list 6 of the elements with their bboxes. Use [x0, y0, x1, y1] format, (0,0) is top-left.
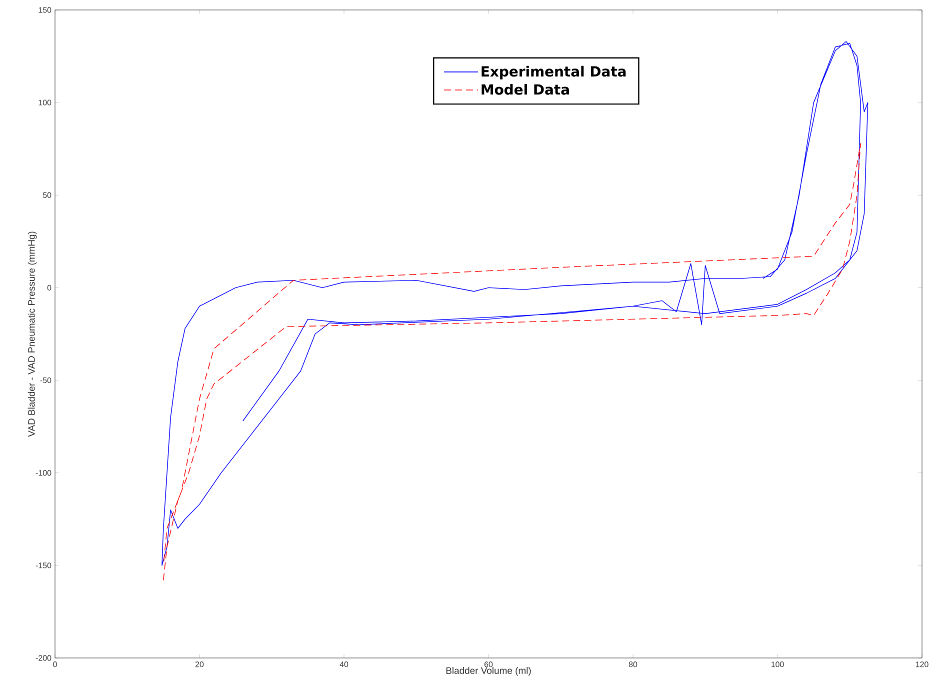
line-series — [163, 142, 861, 581]
legend-label: Experimental Data — [482, 66, 626, 80]
line-series — [162, 41, 868, 566]
y-axis-title: VAD Bladder - VAD Pneumatic Pressure (mmHg) — [28, 232, 37, 437]
legend-label: Model Data — [482, 84, 569, 95]
x-axis-title: Bladder Volume (ml) — [446, 666, 531, 676]
